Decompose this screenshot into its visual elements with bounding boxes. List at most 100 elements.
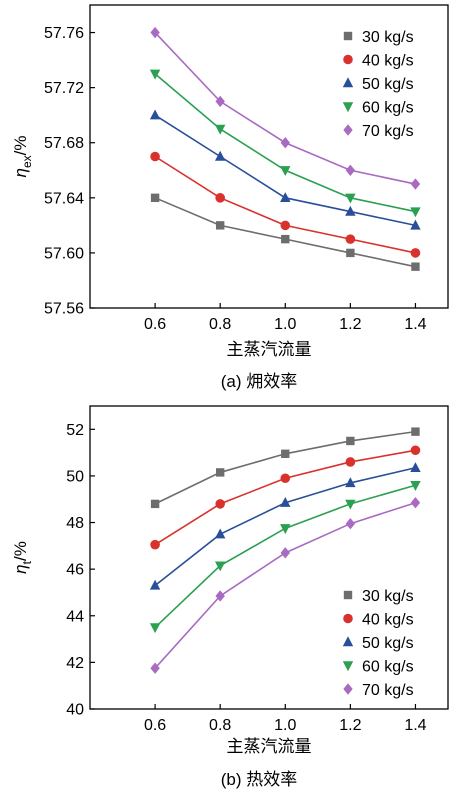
data-point (345, 499, 356, 510)
data-point (410, 219, 421, 230)
y-axis-subscript: ex (20, 155, 34, 168)
data-point (149, 579, 161, 590)
legend-marker (342, 636, 354, 647)
series-line-0 (154, 430, 416, 505)
data-point (149, 69, 161, 80)
data-point (280, 137, 290, 149)
data-point (345, 164, 356, 176)
data-point (411, 427, 420, 436)
y-tick-label: 57.60 (44, 245, 84, 262)
data-point (280, 192, 291, 203)
data-point (214, 150, 226, 161)
data-point (150, 151, 160, 162)
legend-label: 60 kg/s (362, 659, 414, 676)
legend-label: 40 kg/s (362, 53, 414, 70)
y-tick-label: 57.76 (44, 25, 84, 42)
legend-label: 70 kg/s (362, 682, 414, 699)
data-point (214, 561, 226, 572)
legend: 30 kg/s 40 kg/s 50 kg/s 60 kg/s 70 kg/s (342, 588, 414, 699)
x-tick-label: 0.8 (209, 316, 231, 333)
x-axis-title: 主蒸汽流量 (227, 340, 312, 359)
legend: 30 kg/s 40 kg/s 50 kg/s 60 kg/s 70 kg/s (342, 29, 414, 140)
data-point (281, 234, 290, 244)
legend-label: 70 kg/s (362, 123, 414, 140)
y-tick-label: 48 (66, 515, 84, 532)
data-point (150, 662, 160, 674)
data-point (215, 95, 225, 108)
data-point (410, 207, 421, 218)
data-point (215, 221, 225, 230)
legend-marker (343, 54, 353, 65)
data-point (150, 499, 160, 509)
chart-caption: (b) 热效率 (221, 770, 298, 789)
data-point (410, 497, 421, 509)
data-point (280, 547, 290, 559)
x-tick-label: 0.6 (144, 316, 166, 333)
plot-frame (89, 4, 449, 309)
legend-marker (342, 77, 354, 88)
x-tick-label: 1.4 (404, 717, 426, 734)
y-tick-label: 50 (66, 468, 84, 485)
data-point (410, 248, 421, 258)
data-point (410, 445, 421, 456)
x-tick-label: 1.2 (339, 316, 361, 333)
legend-marker (343, 31, 353, 41)
data-point (345, 518, 356, 530)
x-tick-label: 1.2 (339, 717, 361, 734)
data-point (345, 477, 356, 488)
data-point (410, 178, 421, 190)
data-point (346, 436, 355, 446)
x-tick-label: 1.4 (404, 316, 426, 333)
y-tick-label: 57.68 (44, 135, 84, 152)
legend-marker (343, 683, 353, 695)
legend-label: 50 kg/s (362, 76, 414, 93)
data-point (149, 109, 161, 120)
data-point (280, 473, 291, 484)
data-point (280, 166, 291, 176)
data-point (345, 193, 356, 204)
y-tick-label: 42 (66, 655, 84, 672)
legend-label: 30 kg/s (362, 588, 414, 605)
data-point (280, 497, 291, 507)
chart-a: 0.6 0.8 1.0 1.2 1.4 57.56 57.60 57.64 57.68 57.72… (11, 4, 449, 391)
y-axis-title: ηex/% (11, 136, 34, 178)
y-tick-label: 46 (66, 562, 84, 579)
data-point (345, 234, 356, 244)
data-point (215, 499, 225, 509)
x-tick-label: 0.8 (209, 717, 231, 734)
legend-marker (342, 102, 354, 113)
legend-label: 50 kg/s (362, 635, 414, 652)
series-line-0 (154, 197, 416, 268)
data-point (346, 248, 355, 258)
legend-label: 40 kg/s (362, 612, 414, 629)
data-point (150, 539, 160, 550)
plot-frame (89, 405, 449, 710)
data-point (410, 481, 421, 491)
y-axis-unit: /% (11, 136, 30, 156)
y-tick-label: 52 (66, 422, 84, 439)
legend-marker (343, 590, 353, 600)
legend-marker (343, 124, 353, 136)
y-tick-label: 44 (66, 608, 84, 625)
chart-caption: (a) 㶲效率 (221, 372, 298, 391)
y-axis-symbol: η (11, 168, 30, 177)
data-point (149, 623, 161, 634)
y-tick-label: 57.64 (44, 190, 84, 207)
x-tick-label: 1.0 (274, 316, 296, 333)
y-axis-unit: /% (11, 541, 30, 561)
legend-marker (342, 661, 354, 672)
y-axis-title: ηt/% (11, 541, 34, 574)
data-point (345, 205, 356, 216)
y-tick-label: 57.72 (44, 80, 84, 97)
x-axis-title: 主蒸汽流量 (227, 737, 312, 756)
data-point (215, 193, 225, 203)
y-tick-label: 40 (66, 702, 84, 719)
data-point (410, 462, 421, 472)
data-point (280, 524, 291, 535)
data-point (345, 457, 356, 467)
x-tick-label: 1.0 (274, 717, 296, 734)
data-point (411, 262, 420, 271)
y-axis-symbol: η (11, 564, 30, 573)
data-point (150, 193, 160, 203)
